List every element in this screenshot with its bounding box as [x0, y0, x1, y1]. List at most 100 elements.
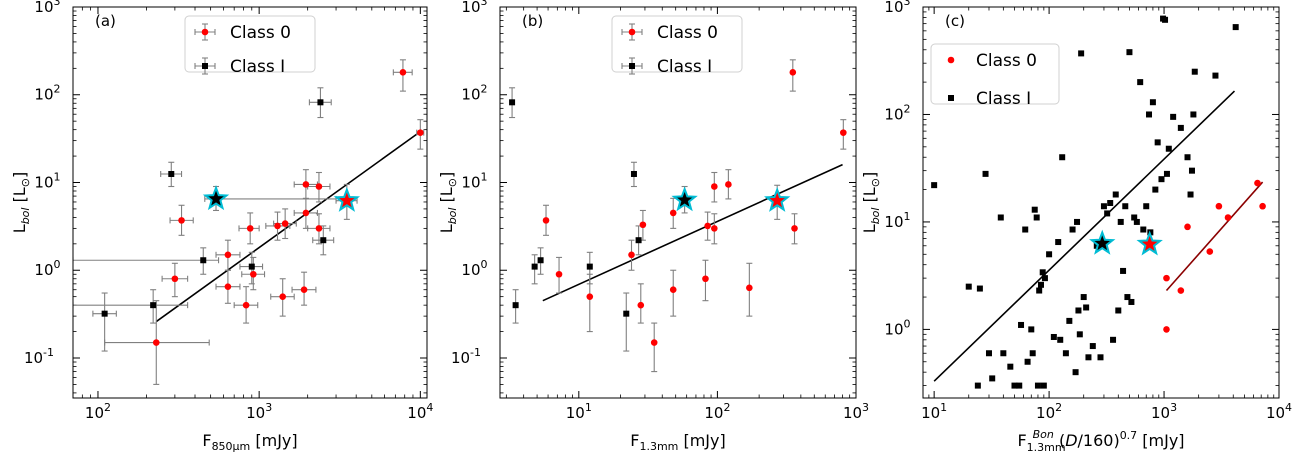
class-i-point [1033, 214, 1040, 221]
legend-marker-class-i [629, 63, 635, 69]
plot-frame [499, 6, 857, 399]
class-i-point [1059, 154, 1066, 161]
class-i-point [1074, 218, 1081, 225]
class-i-point [1011, 382, 1018, 389]
class-0-point [702, 275, 709, 283]
star-marker [202, 185, 230, 211]
class-i-point [200, 257, 207, 264]
class-0-point [178, 217, 185, 224]
legend-label: Class 0 [657, 23, 718, 43]
class-i-point [974, 382, 981, 389]
class-i-point [965, 283, 972, 290]
class-0-point [637, 301, 645, 309]
fit-line [1165, 181, 1264, 292]
class-0-point [555, 270, 563, 278]
class-0-point [171, 275, 179, 283]
class-i-point [989, 375, 996, 382]
class-i-point [1187, 191, 1194, 198]
class-i-point [1076, 331, 1083, 338]
class-i-point [1039, 269, 1046, 276]
class-i-point [1097, 354, 1104, 361]
x-tick-label: 103 [246, 401, 272, 422]
y-tick-label: 101 [461, 170, 487, 191]
class-i-point [1128, 298, 1135, 305]
class-i-point [1107, 200, 1114, 207]
y-tick-label: 10-1 [24, 346, 54, 367]
class-0-point [1259, 202, 1266, 210]
legend-marker-class-i [948, 95, 954, 101]
class-i-point [1191, 68, 1198, 75]
y-tick-label: 102 [461, 83, 487, 104]
class-i-point [1124, 294, 1131, 301]
class-i-point [1080, 294, 1087, 301]
y-axis-label: Lbol [L⊙] [437, 172, 459, 233]
fit-line [933, 90, 1236, 382]
class-i-point [982, 170, 989, 177]
class-i-point [1104, 210, 1111, 217]
y-axis-label: Lbol [L⊙] [860, 172, 882, 233]
class-i-point [1133, 218, 1140, 225]
y-tick-label: 103 [34, 0, 60, 16]
class-i-point [1177, 124, 1184, 131]
class-i-point [1149, 99, 1156, 106]
class-0-point [250, 270, 257, 278]
y-tick-label: 103 [884, 0, 910, 16]
class-i-point [1110, 336, 1117, 343]
class-i-point [509, 99, 516, 106]
x-tick-label: 102 [704, 401, 730, 422]
class-i-point [1188, 167, 1195, 174]
class-i-point [1000, 350, 1007, 357]
star-marker [1136, 230, 1163, 256]
legend: Class 0 Class I [611, 15, 743, 77]
class-i-point [1115, 307, 1122, 314]
class-i-point [1170, 113, 1177, 120]
class-0-point [1224, 214, 1232, 221]
class-i-point [1232, 24, 1239, 31]
class-i-point [537, 257, 544, 264]
plot-area [931, 15, 1266, 389]
legend-label: Class I [976, 89, 1031, 109]
class-0-point [1163, 326, 1170, 333]
class-i-point [1126, 49, 1133, 56]
class-i-point [1162, 16, 1169, 23]
class-i-point [1158, 176, 1165, 183]
class-i-point [985, 350, 992, 357]
class-0-point [791, 225, 798, 232]
minor-ticks [73, 7, 427, 398]
class-i-point [1143, 203, 1150, 210]
y-tick-label: 101 [34, 170, 60, 191]
class-i-point [976, 285, 983, 292]
class-i-point [586, 263, 593, 270]
star-marker [764, 186, 791, 212]
x-tick-label: 102 [1036, 401, 1062, 422]
class-0-point [302, 209, 310, 217]
class-0-point [300, 286, 308, 294]
class-0-point [224, 283, 232, 290]
minor-ticks [500, 7, 856, 398]
class-i-point [1066, 317, 1073, 324]
y-tick-label: 102 [34, 83, 60, 104]
x-axis-label: F1.3mmBon (D/160)0.7 [mJy] [1017, 428, 1184, 454]
class-i-point [1041, 275, 1048, 282]
class-i-point [512, 302, 519, 309]
class-i-point [1034, 382, 1041, 389]
fit-line [155, 130, 421, 323]
class-i-point [150, 302, 157, 309]
x-tick-label: 103 [843, 401, 869, 422]
panel-label: (a) [95, 12, 116, 30]
class-0-point [1163, 274, 1170, 282]
class-0-point [840, 129, 847, 136]
class-0-point [274, 222, 281, 230]
class-0-point [242, 301, 250, 309]
star-marker [671, 186, 698, 212]
class-i-point [1062, 350, 1069, 357]
class-0-point [711, 225, 718, 232]
legend-label: Class 0 [230, 23, 291, 43]
class-i-point [1075, 307, 1082, 314]
class-i-point [317, 99, 324, 106]
class-i-point [1046, 251, 1053, 258]
legend-marker-class-0 [628, 28, 636, 36]
y-tick-label: 10-1 [451, 346, 481, 367]
